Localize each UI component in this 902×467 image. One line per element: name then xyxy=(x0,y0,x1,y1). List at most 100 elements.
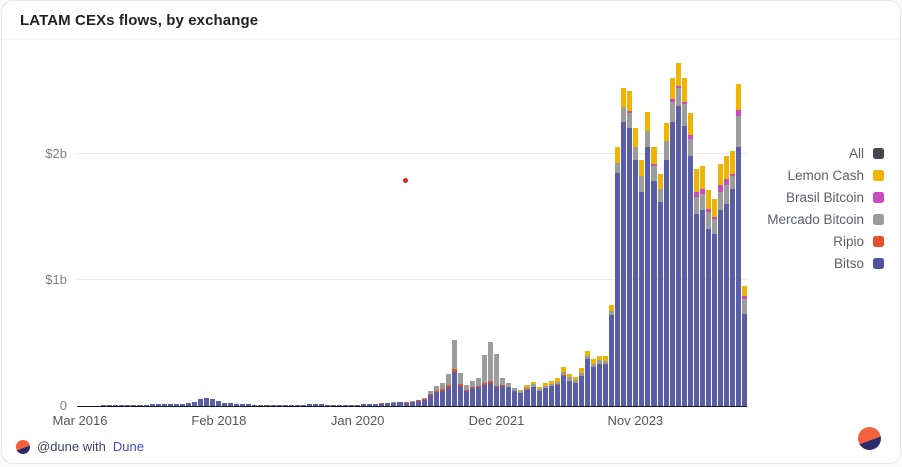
stacked-bar[interactable] xyxy=(318,54,324,406)
stacked-bar[interactable] xyxy=(621,54,627,406)
stacked-bar[interactable] xyxy=(203,54,210,406)
stacked-bar[interactable] xyxy=(179,54,185,406)
stacked-bar[interactable] xyxy=(717,54,724,406)
stacked-bar[interactable] xyxy=(89,54,95,406)
stacked-bar[interactable] xyxy=(633,54,639,406)
legend-item[interactable]: Bitso xyxy=(834,252,884,274)
stacked-bar[interactable] xyxy=(476,54,482,406)
stacked-bar[interactable] xyxy=(711,54,717,406)
stacked-bar[interactable] xyxy=(433,54,439,406)
stacked-bar[interactable] xyxy=(379,54,385,406)
stacked-bar[interactable] xyxy=(687,54,693,406)
stacked-bar[interactable] xyxy=(137,54,143,406)
stacked-bar[interactable] xyxy=(143,54,149,406)
stacked-bar[interactable] xyxy=(415,54,421,406)
legend-item[interactable]: Mercado Bitcoin xyxy=(767,208,884,230)
stacked-bar[interactable] xyxy=(669,54,675,406)
stacked-bar[interactable] xyxy=(615,54,621,406)
stacked-bar[interactable] xyxy=(693,54,699,406)
stacked-bar[interactable] xyxy=(191,54,197,406)
stacked-bar[interactable] xyxy=(578,54,584,406)
stacked-bar[interactable] xyxy=(361,54,367,406)
legend-item[interactable]: All xyxy=(849,142,884,164)
stacked-bar[interactable] xyxy=(663,54,669,406)
stacked-bar[interactable] xyxy=(542,54,548,406)
stacked-bar[interactable] xyxy=(645,54,651,406)
stacked-bar[interactable] xyxy=(427,54,433,406)
stacked-bar[interactable] xyxy=(246,54,252,406)
stacked-bar[interactable] xyxy=(524,54,530,406)
stacked-bar[interactable] xyxy=(355,54,361,406)
stacked-bar[interactable] xyxy=(282,54,288,406)
stacked-bar[interactable] xyxy=(161,54,167,406)
stacked-bar[interactable] xyxy=(300,54,306,406)
stacked-bar[interactable] xyxy=(639,54,645,406)
stacked-bar[interactable] xyxy=(113,54,119,406)
stacked-bar[interactable] xyxy=(742,54,748,406)
stacked-bar[interactable] xyxy=(657,54,663,406)
dune-watermark-icon[interactable] xyxy=(858,427,881,450)
stacked-bar[interactable] xyxy=(409,54,415,406)
stacked-bar[interactable] xyxy=(675,54,681,406)
stacked-bar[interactable] xyxy=(167,54,173,406)
stacked-bar[interactable] xyxy=(464,54,470,406)
stacked-bar[interactable] xyxy=(77,54,83,406)
stacked-bar[interactable] xyxy=(330,54,337,406)
stacked-bar[interactable] xyxy=(554,54,560,406)
stacked-bar[interactable] xyxy=(294,54,300,406)
stacked-bar[interactable] xyxy=(270,54,276,406)
stacked-bar[interactable] xyxy=(451,54,457,406)
legend-item[interactable]: Ripio xyxy=(833,230,884,252)
stacked-bar[interactable] xyxy=(288,54,294,406)
stacked-bar[interactable] xyxy=(736,54,742,406)
stacked-bar[interactable] xyxy=(95,54,101,406)
stacked-bar[interactable] xyxy=(343,54,349,406)
stacked-bar[interactable] xyxy=(500,54,506,406)
stacked-bar[interactable] xyxy=(131,54,137,406)
stacked-bar[interactable] xyxy=(421,54,427,406)
stacked-bar[interactable] xyxy=(119,54,125,406)
stacked-bar[interactable] xyxy=(83,54,89,406)
stacked-bar[interactable] xyxy=(584,54,590,406)
stacked-bar[interactable] xyxy=(536,54,542,406)
stacked-bar[interactable] xyxy=(482,54,488,406)
stacked-bar[interactable] xyxy=(609,54,615,406)
stacked-bar[interactable] xyxy=(445,54,451,406)
stacked-bar[interactable] xyxy=(125,54,131,406)
stacked-bar[interactable] xyxy=(730,54,736,406)
stacked-bar[interactable] xyxy=(385,54,391,406)
stacked-bar[interactable] xyxy=(324,54,330,406)
stacked-bar[interactable] xyxy=(173,54,179,406)
stacked-bar[interactable] xyxy=(373,54,379,406)
stacked-bar[interactable] xyxy=(403,54,409,406)
stacked-bar[interactable] xyxy=(185,54,191,406)
stacked-bar[interactable] xyxy=(367,54,373,406)
stacked-bar[interactable] xyxy=(597,54,603,406)
stacked-bar[interactable] xyxy=(681,54,687,406)
stacked-bar[interactable] xyxy=(651,54,657,406)
stacked-bar[interactable] xyxy=(197,54,203,406)
stacked-bar[interactable] xyxy=(627,54,633,406)
stacked-bar[interactable] xyxy=(572,54,578,406)
stacked-bar[interactable] xyxy=(699,54,705,406)
stacked-bar[interactable] xyxy=(155,54,161,406)
stacked-bar[interactable] xyxy=(234,54,240,406)
stacked-bar[interactable] xyxy=(512,54,518,406)
stacked-bar[interactable] xyxy=(566,54,572,406)
stacked-bar[interactable] xyxy=(518,54,524,406)
stacked-bar[interactable] xyxy=(107,54,113,406)
stacked-bar[interactable] xyxy=(506,54,512,406)
stacked-bar[interactable] xyxy=(488,54,494,406)
legend-item[interactable]: Lemon Cash xyxy=(787,164,884,186)
stacked-bar[interactable] xyxy=(216,54,222,406)
stacked-bar[interactable] xyxy=(391,54,397,406)
stacked-bar[interactable] xyxy=(603,54,609,406)
stacked-bar[interactable] xyxy=(337,54,343,406)
dune-link[interactable]: Dune xyxy=(112,439,144,454)
stacked-bar[interactable] xyxy=(439,54,445,406)
stacked-bar[interactable] xyxy=(560,54,566,406)
stacked-bar[interactable] xyxy=(228,54,234,406)
stacked-bar[interactable] xyxy=(470,54,476,406)
stacked-bar[interactable] xyxy=(258,54,264,406)
stacked-bar[interactable] xyxy=(252,54,258,406)
